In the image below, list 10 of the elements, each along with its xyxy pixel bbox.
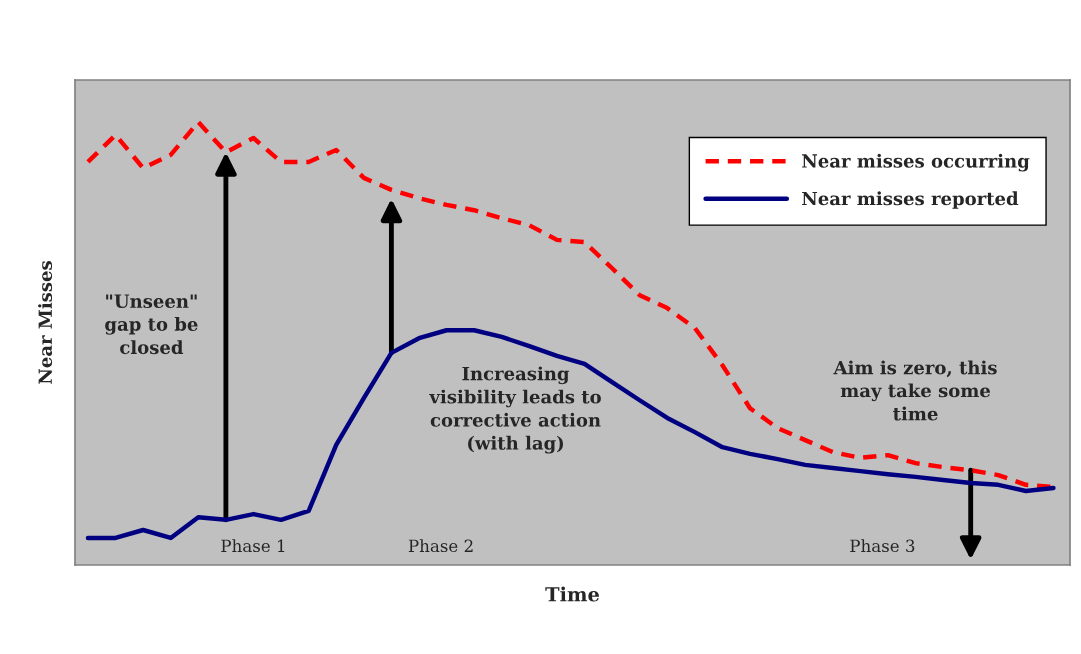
annotation: "Unseen" gap to be closed (105, 294, 198, 355)
annotation: Aim is zero, this may take some time (833, 360, 997, 421)
annotation: Phase 1 (221, 539, 285, 553)
y-axis-title: Near Misses (38, 261, 53, 384)
annotation: Phase 3 (850, 539, 915, 553)
legend-label: Near misses occurring (802, 153, 1030, 172)
annotation: Phase 2 (408, 539, 473, 553)
legend-label: Near misses reported (802, 191, 1019, 209)
x-axis-title: Time (545, 586, 600, 602)
annotation: Increasing visibility leads to corrective action (with lag) (429, 366, 601, 454)
